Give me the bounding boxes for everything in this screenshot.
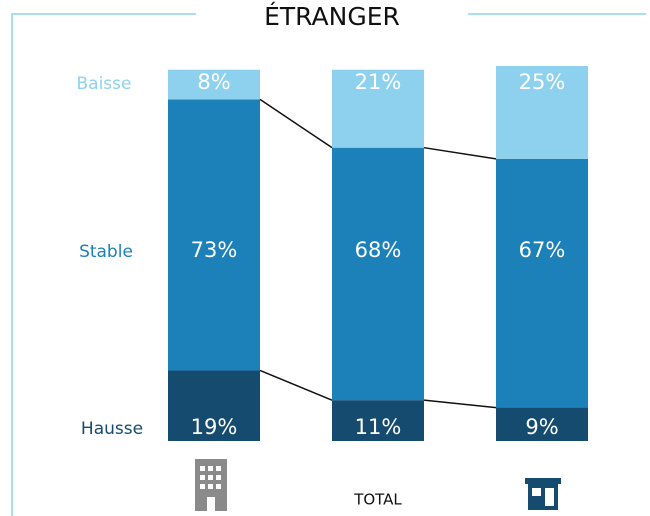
value-label: 21% bbox=[355, 70, 402, 94]
value-label: 9% bbox=[525, 415, 558, 439]
bar-segment bbox=[332, 400, 424, 441]
bar-segment bbox=[496, 407, 588, 441]
bar-segment bbox=[332, 69, 424, 148]
legend-label: Stable bbox=[79, 242, 133, 262]
bar-segment bbox=[496, 158, 588, 408]
connector bbox=[423, 399, 497, 409]
value-label: 67% bbox=[519, 238, 566, 262]
connector bbox=[259, 98, 333, 149]
bar-segment bbox=[496, 66, 588, 159]
value-label: 73% bbox=[191, 238, 238, 262]
value-label: 68% bbox=[355, 238, 402, 262]
bar-segment bbox=[332, 147, 424, 401]
icon-building bbox=[195, 459, 227, 511]
connector bbox=[423, 146, 497, 160]
value-label: 11% bbox=[355, 415, 402, 439]
bar-segment bbox=[168, 99, 260, 371]
legend-label: Hausse bbox=[81, 419, 143, 439]
icon-shop bbox=[525, 478, 561, 510]
x-tick-label: TOTAL bbox=[353, 491, 402, 509]
legend-label: Baisse bbox=[77, 74, 132, 94]
frame-left bbox=[11, 13, 196, 516]
bar-segment bbox=[168, 370, 260, 441]
value-label: 25% bbox=[519, 70, 566, 94]
value-label: 19% bbox=[191, 415, 238, 439]
connector bbox=[259, 369, 333, 401]
value-label: 8% bbox=[197, 70, 230, 94]
chart-title: ÉTRANGER bbox=[264, 2, 400, 31]
bar-segment bbox=[168, 69, 260, 100]
frame bbox=[11, 13, 646, 516]
